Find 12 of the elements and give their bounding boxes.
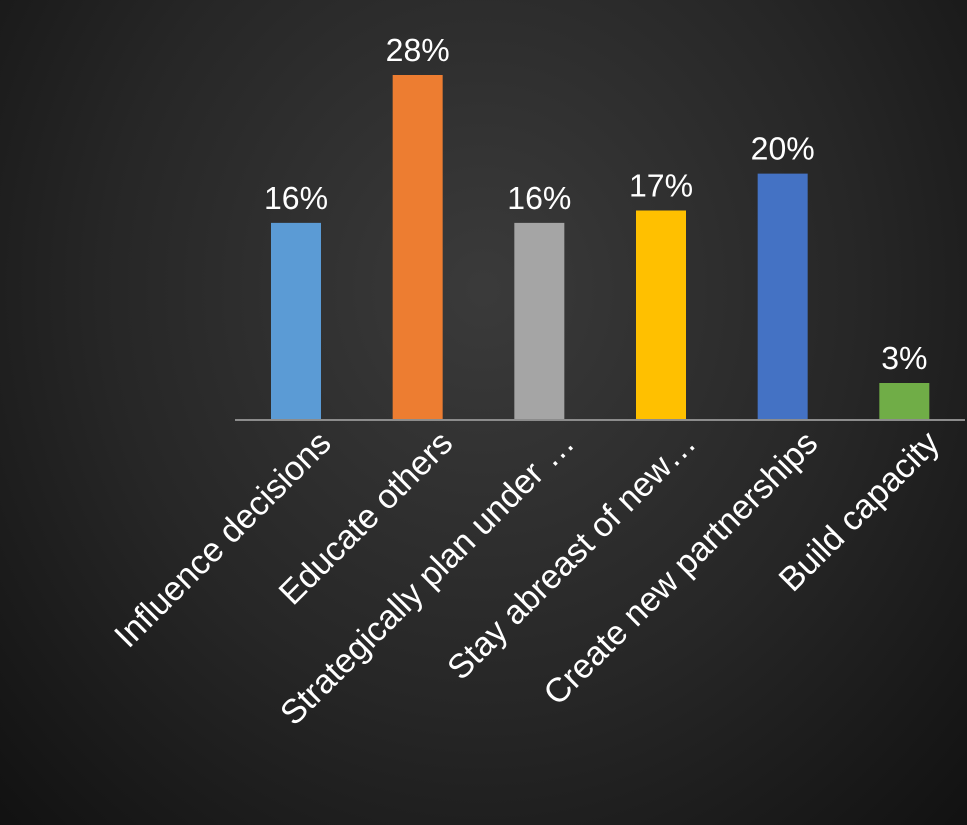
data-label: 28% (386, 32, 450, 68)
bar (392, 75, 443, 420)
data-label: 16% (507, 180, 572, 216)
data-label: 3% (881, 340, 928, 376)
bar (271, 222, 321, 420)
data-label: 20% (750, 130, 815, 167)
bar (758, 174, 808, 420)
data-label: 16% (264, 180, 328, 216)
bar (514, 222, 564, 420)
data-label: 17% (628, 168, 694, 204)
bar (879, 383, 930, 420)
bar (636, 210, 686, 420)
